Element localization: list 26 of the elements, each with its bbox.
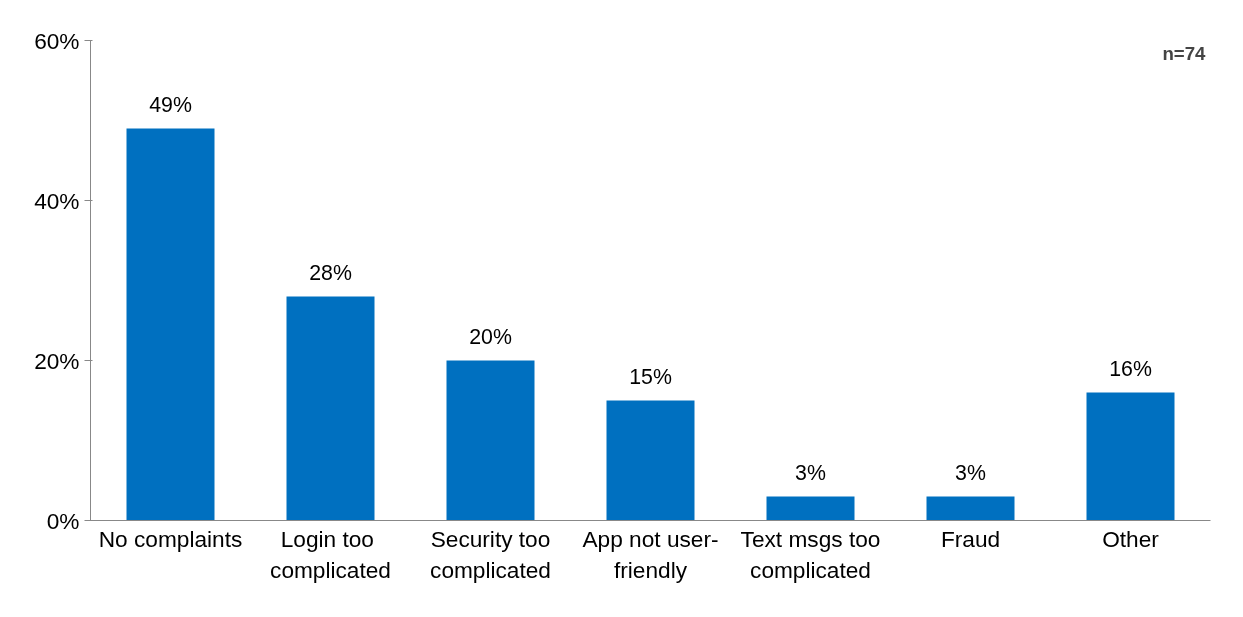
- annotation: n=74: [1162, 42, 1207, 64]
- data-label: 3%: [795, 460, 826, 485]
- y-tick-label: 40%: [34, 187, 80, 214]
- x-tick-label: Login too complicated: [270, 525, 391, 583]
- bar: [606, 400, 695, 521]
- data-label: 3%: [955, 460, 986, 485]
- x-tick-label: Security too complicated: [430, 525, 551, 583]
- y-tick-label: 0%: [46, 507, 80, 534]
- data-label: 28%: [309, 260, 352, 285]
- bar: [1086, 392, 1175, 521]
- data-label: 16%: [1109, 356, 1152, 381]
- bar: [286, 296, 375, 521]
- x-tick-label: App not user-friendly: [582, 525, 719, 583]
- x-tick-label: Text msgs too complicated: [740, 525, 881, 583]
- bar: [926, 496, 1015, 521]
- data-label: 15%: [629, 364, 672, 389]
- x-tick-label: Other: [1102, 525, 1160, 552]
- y-tick-label: 20%: [34, 347, 80, 374]
- data-label: 49%: [149, 92, 192, 117]
- x-tick-label: Fraud: [940, 525, 1001, 552]
- data-label: 20%: [469, 324, 512, 349]
- bar: [446, 360, 535, 521]
- bar: [126, 128, 215, 521]
- y-tick-label: 60%: [34, 27, 80, 54]
- bar: [766, 496, 855, 521]
- x-tick-label: No complaints: [98, 525, 243, 552]
